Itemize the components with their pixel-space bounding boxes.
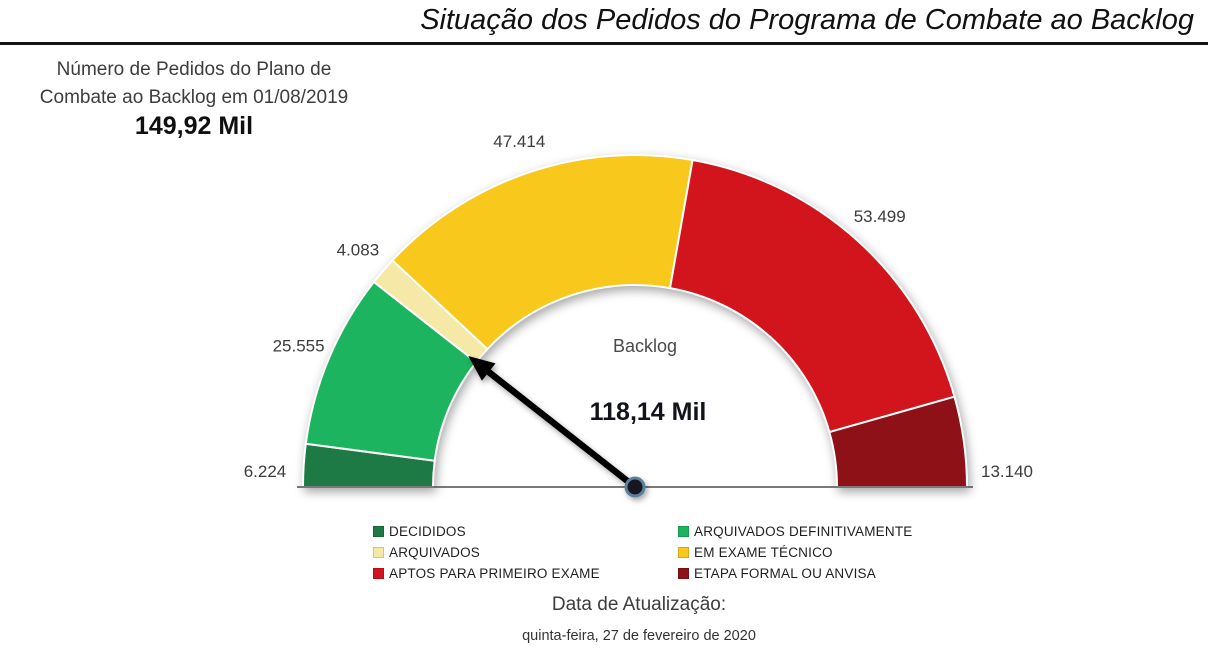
gauge-segment-3[interactable]: [390, 153, 694, 351]
legend-swatch-icon: [373, 568, 384, 579]
gauge-segment-4[interactable]: [668, 158, 956, 434]
legend-item-2[interactable]: ARQUIVADOS: [373, 545, 678, 560]
segment-value-2: 4.083: [337, 240, 380, 259]
legend-swatch-icon: [678, 568, 689, 579]
legend-item-3[interactable]: EM EXAME TÉCNICO: [678, 545, 912, 560]
legend-label: ETAPA FORMAL OU ANVISA: [694, 566, 876, 581]
title-divider: [0, 42, 1208, 45]
summary-caption: Número de Pedidos do Plano de Combate ao…: [8, 56, 380, 112]
legend-swatch-icon: [678, 547, 689, 558]
legend-label: ARQUIVADOS: [389, 545, 481, 560]
legend-label: APTOS PARA PRIMEIRO EXAME: [389, 566, 600, 581]
legend-label: ARQUIVADOS DEFINITIVAMENTE: [694, 524, 913, 539]
legend-swatch-icon: [373, 547, 384, 558]
legend-label: EM EXAME TÉCNICO: [694, 545, 833, 560]
gauge-center-label: Backlog: [612, 336, 678, 356]
segment-value-1: 25.555: [273, 337, 325, 356]
legend-item-5[interactable]: ETAPA FORMAL OU ANVISA: [678, 566, 912, 581]
summary-total-value: 149,92 Mil: [134, 112, 254, 140]
summary-caption-line1: Número de Pedidos do Plano de: [56, 59, 332, 80]
legend-item-1[interactable]: ARQUIVADOS DEFINITIVAMENTE: [678, 524, 912, 539]
gauge-needle-value: 118,14 Mil: [589, 398, 707, 426]
needle-pivot: [624, 476, 646, 498]
summary-caption-line2: Combate ao Backlog em 01/08/2019: [39, 87, 349, 108]
footer: Data de Atualização: quinta-feira, 27 de…: [70, 594, 1208, 644]
segment-value-5: 13.140: [981, 462, 1033, 481]
update-label: Data de Atualização:: [551, 594, 727, 615]
segment-value-4: 53.499: [854, 207, 906, 226]
legend-swatch-icon: [373, 526, 384, 537]
chart-legend: DECIDIDOS ARQUIVADOS DEFINITIVAMENTE ARQUI…: [373, 524, 912, 581]
gauge-segments-group: [301, 153, 969, 488]
legend-item-4[interactable]: APTOS PARA PRIMEIRO EXAME: [373, 566, 678, 581]
gauge-needle: [468, 356, 646, 498]
segment-value-0: 6.224: [244, 462, 287, 481]
legend-label: DECIDIDOS: [389, 524, 466, 539]
legend-swatch-icon: [678, 526, 689, 537]
update-date: quinta-feira, 27 de fevereiro de 2020: [522, 628, 756, 644]
segment-value-3: 47.414: [493, 132, 545, 151]
page-title: Situação dos Pedidos do Programa de Comb…: [420, 4, 1194, 36]
legend-item-0[interactable]: DECIDIDOS: [373, 524, 678, 539]
